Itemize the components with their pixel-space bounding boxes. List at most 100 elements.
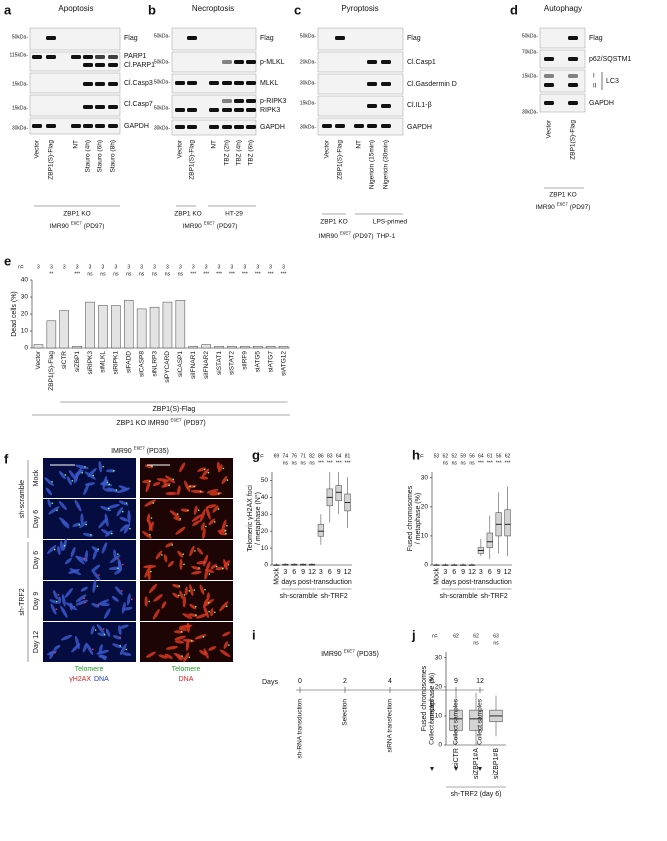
n-value: 3 [102, 264, 105, 270]
blot-strip [539, 69, 586, 93]
blot-band [222, 108, 232, 112]
telomere-dot [51, 502, 54, 504]
band-label: RIPK3 [260, 107, 280, 114]
telomere-dot [98, 574, 100, 576]
blot-band [108, 63, 118, 67]
chromosome [219, 601, 229, 612]
lc3-form: I [593, 74, 595, 80]
significance: ns [473, 640, 479, 646]
chromosome [68, 568, 80, 574]
text-part: (PD97) [353, 233, 374, 240]
n-value: 3 [114, 264, 117, 270]
telomere-dot [121, 589, 123, 592]
label: sh-TRF2 [321, 593, 348, 600]
telomere-dot [150, 570, 152, 573]
chromosome [190, 489, 205, 494]
telomere-dot [208, 573, 211, 575]
x-tick-label: siPYCARD [164, 351, 171, 383]
lane-label: NT [211, 140, 218, 149]
bar [227, 346, 237, 349]
chromosome [178, 627, 188, 631]
chromosome [200, 522, 205, 531]
telomere-dot [151, 465, 153, 468]
day-label: 12 [476, 678, 484, 685]
n-value: 59 [460, 453, 466, 459]
arrowhead [430, 767, 434, 771]
chromosome [206, 592, 210, 601]
telomere-dot [122, 563, 124, 566]
n-value: 3 [269, 264, 272, 270]
chromosome [109, 554, 121, 564]
significance: *** [281, 271, 287, 277]
telomere-dot [63, 544, 66, 547]
blot-band [381, 82, 391, 86]
significance: *** [478, 460, 484, 466]
telomere-dot [78, 524, 81, 526]
significance: *** [229, 271, 235, 277]
x-tick-label: siFADD [125, 351, 132, 373]
blot-band [46, 124, 56, 128]
chromosome [119, 524, 128, 532]
x-axis-label: days post-transduction [441, 579, 512, 586]
chromosome [117, 559, 123, 570]
telomere-dot [97, 604, 100, 607]
blot-band [367, 104, 377, 108]
x-tick-label: Mock [273, 568, 280, 585]
row-label: Day 6 [33, 551, 40, 569]
telomere-dot [181, 655, 183, 657]
chromosome [91, 569, 101, 581]
chromosome [205, 504, 217, 509]
y-tick-label: 50 [261, 477, 269, 484]
telomere-dot [84, 601, 86, 604]
blot-strip [539, 27, 586, 49]
x-tick-label: siATG12 [280, 351, 287, 376]
arrowhead [454, 767, 458, 771]
label: HT-29 [225, 211, 243, 218]
chromosome [184, 586, 188, 596]
lane-label: Vector [34, 139, 41, 158]
chromosome [169, 510, 180, 518]
chromosome [165, 491, 178, 496]
chromosome [172, 592, 180, 599]
blot-strip [317, 27, 404, 51]
day-label: 2 [343, 678, 347, 685]
x-tick-label: siZBP1 [74, 351, 81, 372]
telomere-dot [102, 465, 105, 468]
text-part: IMR90 [321, 651, 342, 658]
legend-text: Telomere [75, 666, 104, 673]
bar [240, 346, 250, 349]
lane-label: ZBP1(S)-Flag [189, 140, 196, 180]
telomere-dot [171, 544, 174, 546]
chromosome [153, 594, 163, 602]
blot-band [222, 81, 232, 85]
blot-strip [317, 51, 404, 73]
chromosome [104, 513, 109, 527]
x-tick-label: siZBP1#B [493, 748, 500, 779]
chromosome [142, 530, 152, 539]
event-label: Collect samples [429, 698, 436, 745]
text-part: E6E7 [134, 446, 146, 451]
text-part: IMR90 [111, 448, 132, 455]
size-marker: 70kDa- [522, 49, 538, 55]
blot-band [335, 36, 345, 40]
n-label: n= [258, 453, 264, 459]
x-tick-label: 12 [468, 569, 476, 576]
n-value: 76 [291, 453, 297, 459]
chromosome [152, 609, 160, 620]
chromosome [115, 586, 123, 596]
n-value: 3 [243, 264, 246, 270]
chromosome [57, 596, 62, 605]
telomere-dot [53, 548, 56, 551]
blot-band [83, 63, 93, 67]
label: ZBP1 KO [320, 219, 347, 226]
blot-band [234, 60, 244, 64]
significance: ns [100, 271, 106, 277]
chromosome [73, 474, 79, 484]
box [317, 524, 325, 537]
n-value: 3 [153, 264, 156, 270]
n-value: 3 [50, 264, 53, 270]
bar [72, 346, 82, 349]
text-part: (PD97) [84, 223, 105, 230]
text-part: E6E7 [170, 418, 182, 423]
